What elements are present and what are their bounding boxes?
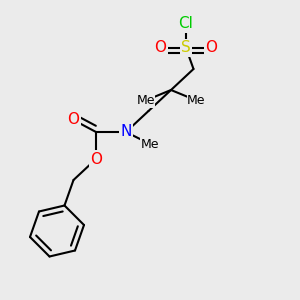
Text: S: S (181, 40, 191, 56)
Text: O: O (90, 152, 102, 166)
Text: Me: Me (187, 94, 206, 107)
Text: O: O (68, 112, 80, 128)
Text: Cl: Cl (178, 16, 194, 32)
Text: Me: Me (136, 94, 155, 107)
Text: O: O (206, 40, 218, 56)
Text: O: O (154, 40, 166, 56)
Text: N: N (120, 124, 132, 140)
Text: Me: Me (141, 137, 159, 151)
